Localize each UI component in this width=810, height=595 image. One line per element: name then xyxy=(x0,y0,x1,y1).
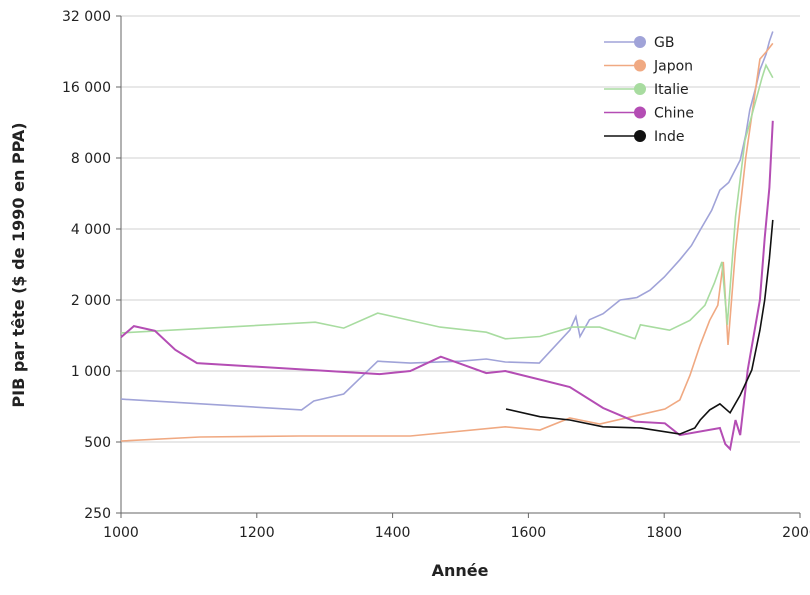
legend-marker xyxy=(634,130,646,142)
y-tick-label: 1 000 xyxy=(71,364,111,380)
series-line-chine xyxy=(120,120,774,452)
x-tick-label: 1400 xyxy=(375,525,411,541)
y-tick-label: 4 000 xyxy=(71,222,111,238)
y-tick-label: 250 xyxy=(84,506,111,522)
series-line-inde xyxy=(505,219,774,435)
legend-label: Chine xyxy=(654,106,694,122)
y-tick-label: 32 000 xyxy=(62,9,111,25)
series-line-japon xyxy=(120,42,774,442)
legend-label: Inde xyxy=(654,129,685,145)
x-tick-label: 1000 xyxy=(103,525,139,541)
y-tick-label: 8 000 xyxy=(71,151,111,167)
x-tick-label: 1200 xyxy=(239,525,275,541)
legend-label: Italie xyxy=(654,82,689,98)
series-line-italie xyxy=(120,63,774,340)
legend-label: Japon xyxy=(653,59,693,75)
legend-marker xyxy=(634,106,646,119)
y-axis-label: PIB par tête ($ de 1990 en PPA) xyxy=(9,122,28,407)
y-tick-label: 500 xyxy=(84,435,111,451)
legend-marker xyxy=(634,59,646,72)
y-tick-label: 16 000 xyxy=(62,80,111,96)
y-tick-label: 2 000 xyxy=(71,293,111,309)
legend-marker xyxy=(634,83,646,95)
legend-marker xyxy=(634,36,646,48)
x-tick-label: 1800 xyxy=(646,525,682,541)
x-tick-label: 1600 xyxy=(511,525,547,541)
legend-label: GB xyxy=(654,35,674,51)
x-axis-label: Année xyxy=(432,561,489,580)
